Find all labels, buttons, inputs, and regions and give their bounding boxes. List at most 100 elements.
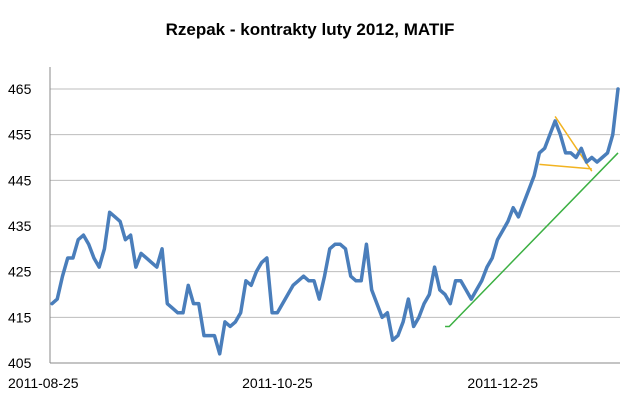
data-point (244, 279, 248, 282)
data-point (150, 261, 153, 264)
data-point (470, 297, 473, 301)
data-point (339, 243, 342, 246)
data-point (501, 229, 504, 232)
data-point (485, 265, 489, 269)
data-point (297, 279, 300, 282)
series-line (50, 87, 620, 356)
data-point (522, 201, 525, 205)
data-point (475, 288, 478, 292)
axes (49, 67, 620, 364)
data-point (71, 256, 75, 260)
data-point (433, 265, 436, 269)
data-point (454, 279, 457, 282)
data-point (491, 256, 494, 260)
data-point (428, 293, 431, 296)
data-point (281, 302, 284, 305)
data-point (365, 243, 368, 246)
data-point (202, 334, 206, 337)
data-point (333, 243, 337, 246)
data-point (61, 275, 64, 278)
data-point (276, 311, 279, 314)
data-point (307, 279, 310, 282)
data-point (218, 352, 221, 356)
data-point (585, 160, 588, 164)
data-point (611, 133, 614, 136)
data-point (532, 174, 536, 177)
chart-title: Rzepak - kontrakty luty 2012, MATIF (165, 20, 455, 39)
data-point (354, 279, 358, 282)
data-point (564, 151, 567, 155)
data-point (124, 238, 127, 241)
data-point (197, 302, 200, 305)
x-tick-label: 2011-12-25 (467, 375, 538, 391)
data-point (92, 256, 96, 260)
data-point (590, 156, 593, 159)
data-point (166, 302, 169, 305)
data-point (391, 338, 394, 342)
data-point (553, 119, 557, 123)
data-point (228, 325, 232, 328)
data-point (569, 151, 573, 155)
data-point (318, 297, 321, 301)
data-point (496, 238, 499, 241)
y-tick-labels: 405 415 425 435 445 455 465 (8, 81, 32, 371)
x-tick-label: 2011-08-25 (8, 375, 79, 391)
data-point (328, 247, 331, 251)
data-point (87, 243, 90, 246)
trendlines (445, 115, 619, 328)
series-layer (50, 87, 620, 356)
data-point (527, 188, 531, 191)
data-point (323, 275, 326, 278)
data-point (291, 284, 295, 287)
x-tick-labels: 2011-08-25 2011-10-25 2011-12-25 (8, 375, 538, 391)
data-point (302, 275, 305, 278)
data-point (265, 256, 269, 260)
data-point (480, 279, 483, 282)
data-point (517, 215, 520, 219)
data-point (223, 320, 227, 324)
data-point (155, 265, 159, 269)
data-point (249, 284, 253, 287)
data-point (103, 247, 106, 251)
data-point (386, 311, 389, 314)
data-point (139, 252, 143, 255)
data-point (422, 302, 426, 305)
data-point (417, 316, 421, 319)
data-point (82, 233, 85, 237)
data-point (108, 211, 111, 214)
data-point (187, 284, 190, 287)
data-point (396, 334, 400, 337)
y-tick-label: 465 (8, 81, 32, 97)
y-tick-label: 425 (8, 264, 32, 280)
y-tick-label: 415 (8, 309, 32, 325)
data-point (118, 220, 122, 223)
data-point (208, 334, 211, 337)
data-point (270, 311, 274, 314)
data-point (260, 261, 263, 264)
data-point (56, 297, 59, 301)
data-point (574, 156, 578, 159)
data-point (145, 256, 148, 260)
y-tick-label: 455 (8, 127, 32, 143)
data-point (595, 160, 599, 164)
data-point (449, 302, 452, 305)
data-point (192, 302, 195, 305)
data-point (50, 302, 54, 305)
data-point (255, 270, 258, 273)
data-point (375, 302, 379, 305)
gridlines (50, 88, 620, 364)
data-point (286, 293, 290, 296)
data-point (176, 311, 179, 314)
data-point (548, 133, 552, 136)
data-point (66, 256, 69, 260)
data-point (234, 320, 237, 324)
data-point (349, 275, 352, 278)
data-point (511, 206, 515, 209)
data-point (370, 288, 373, 292)
data-point (129, 233, 132, 237)
data-point (538, 151, 541, 155)
trendline (539, 163, 592, 170)
x-tick-label: 2011-10-25 (242, 375, 313, 391)
data-point (344, 247, 347, 251)
data-point (171, 307, 174, 310)
